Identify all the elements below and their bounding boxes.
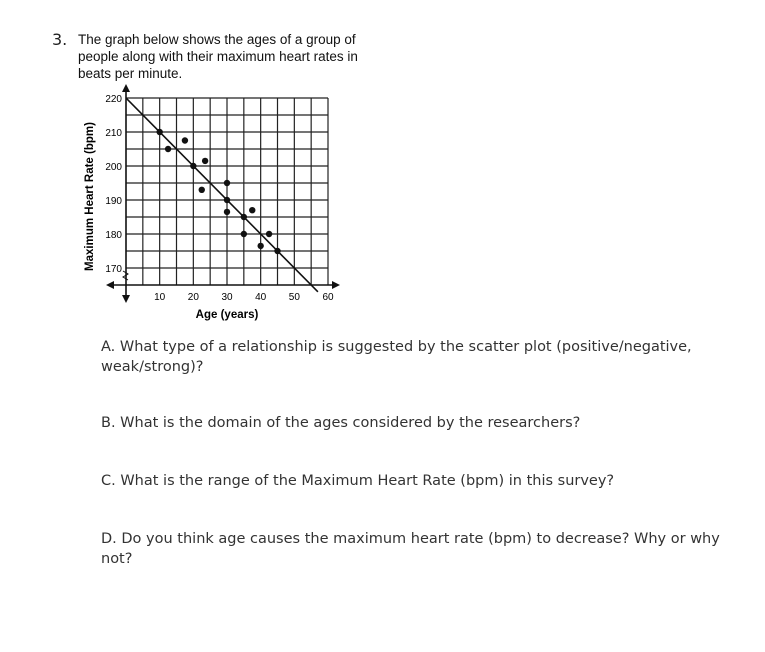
data-point	[223, 179, 231, 187]
data-point	[164, 145, 172, 153]
y-tick-label: 210	[105, 128, 122, 139]
x-tick-label: 20	[188, 292, 200, 303]
axis-break-icon	[122, 270, 129, 281]
x-axis-label: Age (years)	[196, 309, 259, 321]
question-a: A. What type of a relationship is sugges…	[101, 339, 692, 375]
question-b: B. What is the domain of the ages consid…	[101, 415, 581, 431]
scatter-chart: 10 20 30 40 50 60 220 210 200 190 180 170 Age (years…	[84, 84, 340, 321]
problem-number: 3.	[52, 30, 68, 49]
x-tick-label: 50	[289, 292, 301, 303]
x-tick-label: 40	[255, 292, 267, 303]
data-point	[240, 213, 248, 221]
data-point	[257, 242, 264, 250]
data-point	[223, 196, 231, 204]
y-tick-label: 190	[105, 196, 122, 207]
question-d: D. Do you think age causes the maximum h…	[101, 531, 720, 567]
arrow-right-icon	[332, 281, 340, 289]
y-tick-label: 180	[105, 230, 122, 241]
trend-line	[125, 97, 319, 293]
data-point	[190, 162, 197, 170]
data-point	[201, 157, 209, 165]
x-tick-label: 60	[322, 292, 334, 303]
data-point	[249, 207, 256, 214]
problem-stem: The graph below shows the ages of a grou…	[78, 32, 358, 81]
data-point	[181, 137, 189, 144]
y-axis-label: Maximum Heart Rate (bpm)	[84, 122, 96, 271]
x-tick-label: 10	[154, 292, 166, 303]
x-tick-label: 30	[221, 292, 233, 303]
data-point	[198, 186, 205, 193]
arrow-left-icon	[106, 281, 114, 289]
data-point	[156, 128, 163, 136]
arrow-down-icon	[122, 295, 130, 303]
data-point	[265, 230, 273, 238]
data-point	[240, 230, 248, 238]
data-point	[274, 247, 281, 255]
question-c: C. What is the range of the Maximum Hear…	[101, 473, 615, 489]
data-point	[223, 208, 231, 216]
y-tick-label: 170	[105, 264, 122, 275]
arrow-up-icon	[122, 84, 130, 92]
y-tick-label: 200	[105, 162, 122, 173]
y-tick-label: 220	[105, 94, 122, 105]
